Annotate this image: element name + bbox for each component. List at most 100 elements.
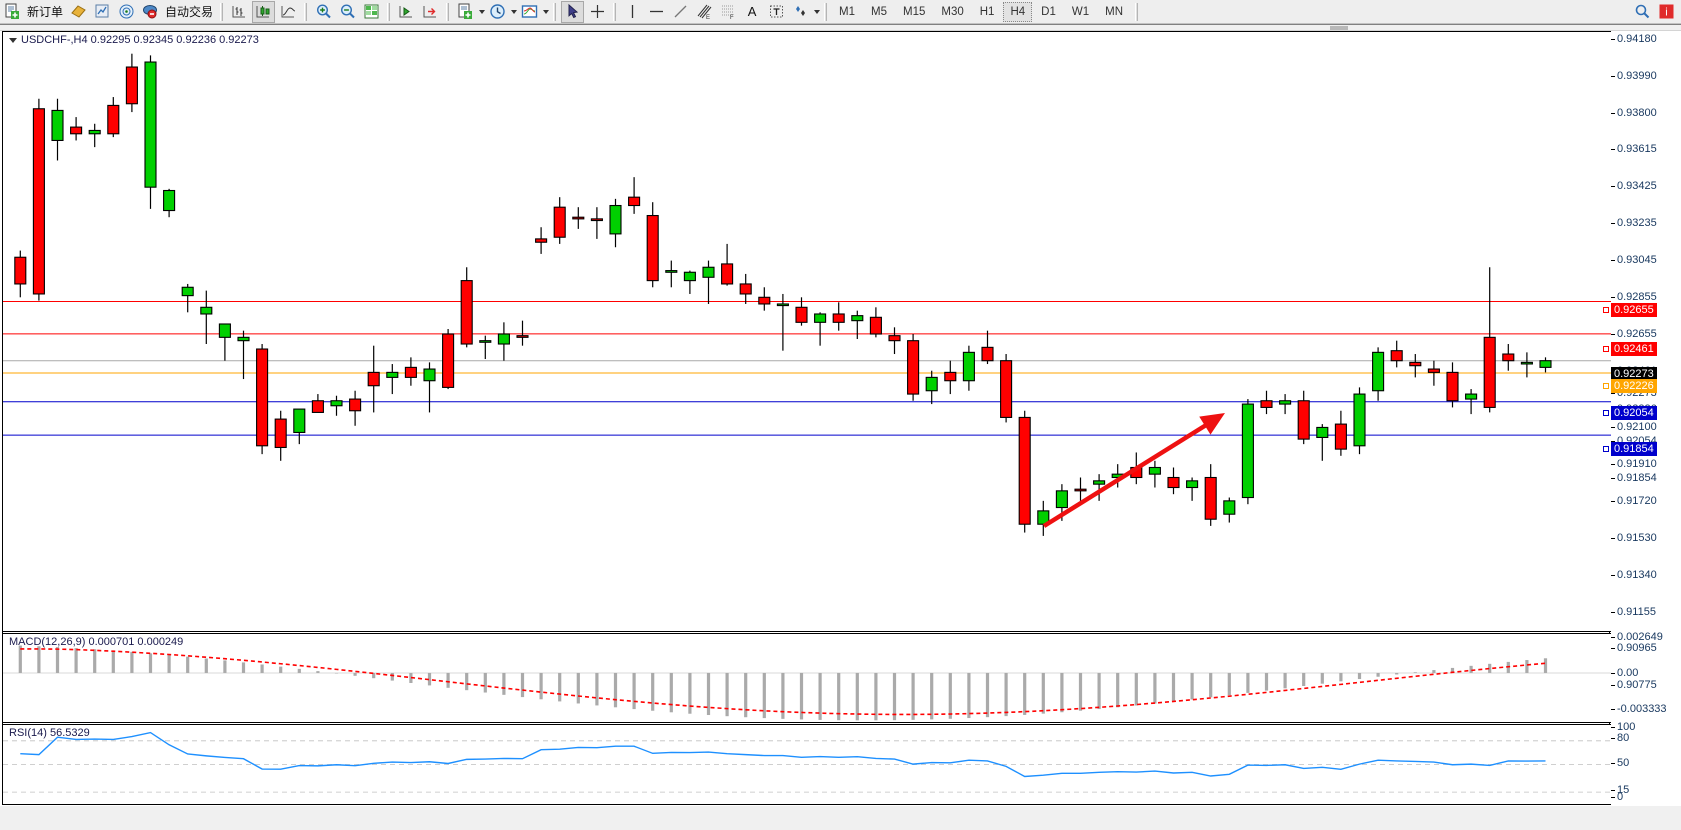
- candle-body: [460, 280, 473, 345]
- axis-tick-mark: [1611, 726, 1615, 728]
- timeframe-w1[interactable]: W1: [1071, 5, 1090, 18]
- timeframe-m1[interactable]: M1: [839, 5, 856, 18]
- timeframe-h4[interactable]: H4: [1003, 1, 1033, 22]
- chart-shift-icon[interactable]: [395, 1, 417, 23]
- candle-body: [1316, 426, 1329, 439]
- axis-tick-mark: [1611, 611, 1615, 613]
- candlestick-chart-icon[interactable]: [252, 0, 276, 23]
- timeframe-m30[interactable]: M30: [941, 5, 964, 18]
- objects-icon[interactable]: [789, 1, 811, 23]
- zoom-in-icon[interactable]: [312, 1, 334, 23]
- new-order-label[interactable]: 新订单: [27, 5, 64, 19]
- expert-advisors-icon[interactable]: [67, 1, 89, 23]
- candle-body: [646, 214, 659, 282]
- timeframe-m15[interactable]: M15: [903, 5, 926, 18]
- candlestick-canvas[interactable]: [3, 32, 1611, 631]
- zoom-out-icon[interactable]: [336, 1, 358, 23]
- price-axis-tick: 0.90775: [1611, 680, 1657, 691]
- toolbar-separator: [613, 2, 617, 21]
- auto-scroll-icon[interactable]: [419, 1, 441, 23]
- timeframe-d1[interactable]: D1: [1041, 5, 1056, 18]
- chevron-down-icon[interactable]: [9, 37, 17, 43]
- candle-body: [32, 108, 45, 295]
- rsi-canvas[interactable]: [3, 725, 1611, 804]
- fibonacci-icon[interactable]: F: [717, 1, 739, 23]
- svg-text:E: E: [706, 15, 710, 20]
- price-axis[interactable]: 0.94180 0.93990 0.93800 0.93615 0.93425 0.932…: [1603, 31, 1681, 805]
- plot-area[interactable]: USDCHF-,H4 0.92295 0.92345 0.92236 0.922…: [2, 31, 1611, 805]
- price-level-tag[interactable]: 0.92226: [1611, 379, 1657, 393]
- price-level-tag[interactable]: 0.91854: [1611, 442, 1657, 456]
- price-axis-tick-label: 0.90775: [1617, 679, 1657, 691]
- new-order-icon[interactable]: [1, 1, 23, 23]
- price-axis-tick: 0.91340: [1611, 570, 1657, 581]
- text-label-icon[interactable]: [765, 1, 787, 23]
- trendline-icon[interactable]: [669, 1, 691, 23]
- templates-icon[interactable]: [518, 1, 540, 23]
- timeframe-m5[interactable]: M5: [871, 5, 887, 18]
- indicators-icon[interactable]: [454, 1, 476, 23]
- market-watch-icon[interactable]: [115, 1, 137, 23]
- candle-body: [1334, 423, 1347, 450]
- price-level-handle[interactable]: [1603, 383, 1609, 389]
- period-icon[interactable]: [486, 1, 508, 23]
- candle-body: [907, 340, 920, 395]
- price-axis-tick-label: 0.91854: [1617, 472, 1657, 484]
- candle-body: [516, 335, 529, 338]
- price-pane[interactable]: USDCHF-,H4 0.92295 0.92345 0.92236 0.922…: [3, 31, 1611, 632]
- price-level-tag[interactable]: 0.92054: [1611, 406, 1657, 420]
- toolbar-separator: [824, 2, 828, 21]
- search-icon[interactable]: [1631, 1, 1653, 23]
- chart-window[interactable]: USDCHF-,H4 0.92295 0.92345 0.92236 0.922…: [0, 24, 1681, 830]
- toolbar-separator: [387, 2, 391, 21]
- vertical-line-icon[interactable]: [621, 1, 643, 23]
- price-axis-tick-label: 0.91155: [1617, 606, 1656, 618]
- horizontal-line-icon[interactable]: [645, 1, 667, 23]
- terminal-icon[interactable]: [91, 1, 113, 23]
- help-icon[interactable]: i: [1655, 1, 1677, 23]
- autotrading-label[interactable]: 自动交易: [165, 5, 214, 19]
- chevron-down-icon[interactable]: [479, 9, 486, 14]
- chevron-down-icon[interactable]: [814, 9, 821, 14]
- price-axis-tick-label: 0.90965: [1617, 642, 1657, 654]
- candle-body: [218, 323, 231, 338]
- autotrading-icon[interactable]: [139, 1, 161, 23]
- macd-axis-tick: 0.00: [1611, 668, 1638, 679]
- scrollbar-thumb[interactable]: [1330, 26, 1348, 30]
- timeframe-h1[interactable]: H1: [979, 5, 995, 18]
- chevron-down-icon[interactable]: [543, 9, 550, 14]
- macd-canvas[interactable]: [3, 634, 1611, 722]
- price-level-handle[interactable]: [1603, 346, 1609, 352]
- chart-scrollbar[interactable]: [0, 25, 1681, 31]
- candle-body: [609, 204, 622, 235]
- text-icon[interactable]: A: [741, 1, 763, 23]
- tile-windows-icon[interactable]: [360, 1, 382, 23]
- axis-tick-mark: [1611, 222, 1615, 224]
- price-level-tag[interactable]: 0.92273: [1611, 367, 1657, 381]
- candle-body: [1353, 393, 1366, 447]
- price-axis-tick: 0.93045: [1611, 255, 1657, 266]
- candle-body: [981, 346, 994, 362]
- macd-pane[interactable]: MACD(12,26,9) 0.000701 0.000249: [3, 633, 1611, 723]
- bar-chart-icon[interactable]: [228, 1, 250, 23]
- price-level-handle[interactable]: [1603, 307, 1609, 313]
- candle-body: [1204, 476, 1217, 520]
- crosshair-icon[interactable]: [586, 1, 608, 23]
- price-level-handle[interactable]: [1603, 446, 1609, 452]
- price-level-handle[interactable]: [1603, 410, 1609, 416]
- candle-body: [88, 129, 101, 135]
- equidistant-channel-icon[interactable]: E: [693, 1, 715, 23]
- toolbar-separator: [446, 2, 450, 21]
- toolbar-separator: [304, 2, 308, 21]
- price-axis-tick: 0.91910: [1611, 459, 1657, 470]
- candle-body: [1186, 480, 1199, 489]
- timeframe-mn[interactable]: MN: [1105, 5, 1123, 18]
- price-level-tag[interactable]: 0.92655: [1611, 303, 1657, 317]
- rsi-pane[interactable]: RSI(14) 56.5329: [3, 724, 1611, 805]
- candle-body: [590, 218, 603, 222]
- cursor-icon[interactable]: [561, 0, 585, 23]
- price-level-tag[interactable]: 0.92461: [1611, 342, 1657, 356]
- price-axis-tick: 0.93235: [1611, 218, 1657, 229]
- line-chart-icon[interactable]: [277, 1, 299, 23]
- chevron-down-icon[interactable]: [511, 9, 518, 14]
